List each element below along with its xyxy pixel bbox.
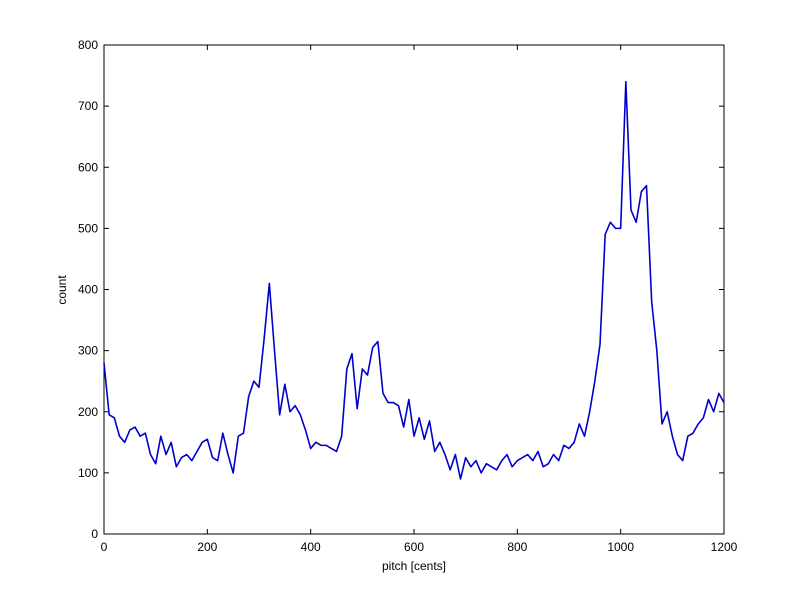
y-tick-label: 0 bbox=[91, 527, 98, 541]
y-tick-label: 200 bbox=[78, 405, 98, 419]
y-tick-label: 700 bbox=[78, 99, 98, 113]
x-tick-label: 400 bbox=[301, 540, 321, 554]
plot-frame bbox=[103, 44, 725, 535]
x-tick-label: 800 bbox=[507, 540, 527, 554]
x-tick-label: 0 bbox=[101, 540, 108, 554]
y-tick-label: 800 bbox=[78, 38, 98, 52]
y-tick-label: 500 bbox=[78, 221, 98, 235]
y-tick-label: 400 bbox=[78, 283, 98, 297]
y-tick-label: 300 bbox=[78, 344, 98, 358]
x-tick-label: 1000 bbox=[607, 540, 634, 554]
x-tick-label: 200 bbox=[197, 540, 217, 554]
y-axis-label: count bbox=[55, 275, 69, 305]
y-tick-label: 100 bbox=[78, 466, 98, 480]
x-tick-label: 600 bbox=[404, 540, 424, 554]
y-tick-label: 600 bbox=[78, 160, 98, 174]
data-line bbox=[103, 80, 725, 480]
x-tick-label: 1200 bbox=[711, 540, 738, 554]
x-axis-label: pitch [cents] bbox=[382, 559, 446, 573]
